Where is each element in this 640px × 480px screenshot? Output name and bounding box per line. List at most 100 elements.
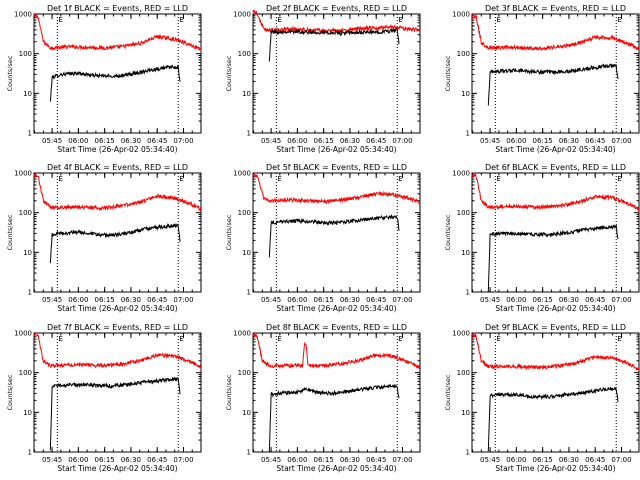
series-line	[471, 173, 639, 211]
y-tick-label: 100	[457, 50, 470, 58]
x-tick-label: 07:00	[173, 296, 193, 304]
y-tick-label: 100	[457, 209, 470, 217]
time-marker-label: E	[58, 335, 62, 343]
y-tick-label: 1000	[14, 330, 32, 338]
x-tick-label: 06:45	[147, 137, 167, 145]
x-tick-label: 05:45	[261, 137, 281, 145]
series-line	[252, 9, 421, 34]
time-marker-label: E	[617, 175, 621, 183]
x-tick-label: 05:45	[42, 456, 62, 464]
x-axis-label: Start Time (26-Apr-02 05:34:40)	[495, 304, 615, 313]
time-marker-label: E	[277, 175, 281, 183]
series-line	[33, 12, 202, 52]
x-tick-label: 06:30	[340, 456, 360, 464]
x-tick-label: 06:15	[314, 137, 334, 145]
plot-frame	[471, 332, 640, 453]
y-axis-label: Counts/sec	[225, 55, 233, 91]
chart-panel: Det 4f BLACK = Events, RED = LLD 1 10 100 10…	[6, 163, 202, 313]
time-marker-label: E	[277, 16, 281, 24]
x-tick-label: 07:00	[392, 296, 412, 304]
series-line	[471, 332, 640, 372]
series-line	[268, 28, 400, 62]
x-tick-label: 06:45	[585, 137, 605, 145]
y-axis-label: Counts/sec	[6, 214, 14, 250]
y-tick-label: 1000	[452, 170, 470, 178]
x-axis-label: Start Time (26-Apr-02 05:34:40)	[495, 145, 615, 154]
time-marker-label: E	[496, 175, 500, 183]
plot-frame	[471, 172, 640, 293]
chart-panel: Det 5f BLACK = Events, RED = LLD 1 10 100 10…	[225, 163, 421, 313]
time-marker-label: E	[179, 335, 183, 343]
y-tick-label: 10	[242, 249, 251, 257]
y-axis-label: Counts/sec	[6, 374, 14, 410]
x-tick-label: 07:00	[173, 456, 193, 464]
y-tick-label: 100	[19, 369, 32, 377]
x-axis-label: Start Time (26-Apr-02 05:34:40)	[276, 304, 396, 313]
y-tick-label: 1	[28, 130, 32, 138]
x-tick-label: 05:45	[480, 456, 500, 464]
chart-title: Det 6f BLACK = Events, RED = LLD	[485, 163, 626, 172]
x-tick-label: 06:15	[533, 456, 553, 464]
plot-frame	[252, 172, 421, 293]
series-line	[268, 383, 400, 453]
x-tick-label: 06:30	[121, 456, 141, 464]
plot-frame	[471, 13, 640, 134]
y-tick-label: 10	[242, 409, 251, 417]
x-tick-label: 05:45	[261, 296, 281, 304]
y-tick-label: 10	[23, 409, 32, 417]
x-tick-label: 06:15	[533, 296, 553, 304]
x-tick-label: 06:15	[314, 456, 334, 464]
x-tick-label: 05:45	[42, 296, 62, 304]
series-line	[487, 62, 619, 106]
x-tick-label: 05:45	[480, 137, 500, 145]
y-tick-label: 10	[23, 90, 32, 98]
x-tick-label: 06:15	[95, 137, 115, 145]
series-line	[49, 64, 181, 102]
x-tick-label: 07:00	[173, 137, 193, 145]
y-tick-label: 1	[466, 130, 470, 138]
time-marker-label: E	[58, 175, 62, 183]
chart-title: Det 1f BLACK = Events, RED = LLD	[47, 4, 188, 13]
x-tick-label: 06:45	[147, 296, 167, 304]
chart-panel: Det 1f BLACK = Events, RED = LLD 1 10 100 10…	[6, 4, 202, 154]
x-axis-label: Start Time (26-Apr-02 05:34:40)	[276, 145, 396, 154]
x-tick-label: 07:00	[611, 456, 631, 464]
y-tick-label: 1	[247, 130, 251, 138]
time-marker-label: E	[496, 16, 500, 24]
series-line	[268, 214, 400, 258]
x-tick-label: 06:30	[559, 137, 579, 145]
y-tick-label: 1	[466, 289, 470, 297]
x-tick-label: 07:00	[392, 137, 412, 145]
series-line	[49, 222, 181, 264]
chart-panel: Det 3f BLACK = Events, RED = LLD 1 10 100 10…	[444, 4, 640, 154]
plot-frame	[252, 332, 421, 453]
x-axis-label: Start Time (26-Apr-02 05:34:40)	[57, 304, 177, 313]
time-marker-label: E	[398, 16, 402, 24]
y-tick-label: 10	[23, 249, 32, 257]
series-line	[487, 386, 619, 452]
x-tick-label: 06:30	[340, 137, 360, 145]
y-tick-label: 1	[28, 449, 32, 457]
y-axis-label: Counts/sec	[444, 55, 452, 91]
chart-panel: Det 9f BLACK = Events, RED = LLD 1 10 100 10…	[444, 323, 640, 473]
y-tick-label: 10	[461, 249, 470, 257]
x-tick-label: 06:00	[287, 137, 307, 145]
x-tick-label: 06:30	[559, 296, 579, 304]
time-marker-label: E	[398, 175, 402, 183]
plot-frame	[252, 13, 421, 134]
y-tick-label: 1	[466, 449, 470, 457]
y-tick-label: 1000	[233, 11, 251, 19]
x-tick-label: 06:00	[68, 456, 88, 464]
x-tick-label: 06:15	[95, 456, 115, 464]
y-axis-label: Counts/sec	[6, 55, 14, 91]
series-line	[471, 13, 640, 52]
x-axis-label: Start Time (26-Apr-02 05:34:40)	[495, 464, 615, 473]
x-tick-label: 06:30	[121, 296, 141, 304]
chart-title: Det 2f BLACK = Events, RED = LLD	[266, 4, 407, 13]
x-axis-label: Start Time (26-Apr-02 05:34:40)	[276, 464, 396, 473]
x-axis-label: Start Time (26-Apr-02 05:34:40)	[57, 145, 177, 154]
x-tick-label: 06:00	[506, 456, 526, 464]
y-tick-label: 100	[457, 369, 470, 377]
y-tick-label: 1	[247, 289, 251, 297]
